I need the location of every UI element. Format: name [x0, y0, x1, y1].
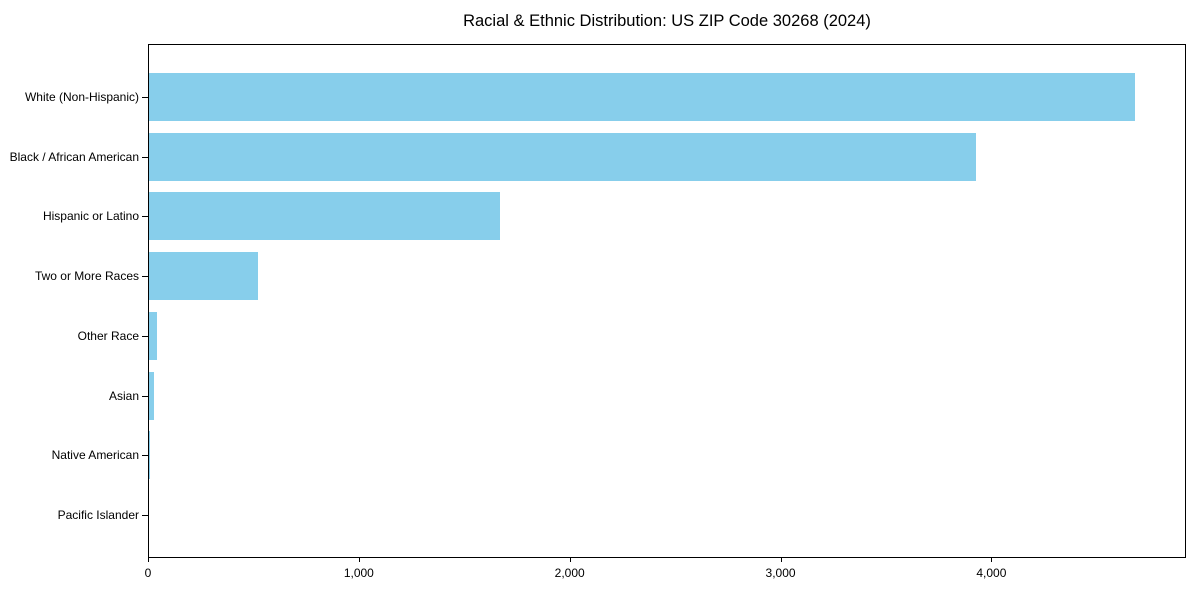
y-tick-label: Black / African American [9, 149, 139, 164]
x-tick-mark [991, 558, 993, 562]
x-tick-label: 3,000 [765, 566, 796, 580]
y-tick-mark [142, 156, 148, 158]
x-tick-label: 2,000 [554, 566, 585, 580]
x-tick-mark [569, 558, 571, 562]
y-tick-mark [142, 276, 148, 278]
x-tick-label: 0 [144, 566, 152, 580]
bar [149, 73, 1135, 121]
chart-title: Racial & Ethnic Distribution: US ZIP Cod… [463, 12, 871, 30]
y-tick-label: Other Race [77, 328, 139, 343]
y-tick-mark [142, 335, 148, 337]
y-tick-mark [142, 395, 148, 397]
x-tick-label: 4,000 [976, 566, 1007, 580]
bar [149, 252, 259, 301]
y-tick-mark [142, 455, 148, 457]
x-tick-mark [358, 558, 360, 562]
y-tick-label: Pacific Islander [57, 507, 139, 522]
bar [149, 431, 150, 480]
bar [149, 311, 158, 360]
y-tick-mark [142, 216, 148, 218]
y-tick-mark [142, 514, 148, 516]
y-tick-label: Hispanic or Latino [42, 209, 139, 224]
bar [149, 371, 155, 420]
y-tick-label: Native American [51, 448, 139, 463]
y-tick-label: Asian [108, 388, 139, 403]
y-tick-label: White (Non-Hispanic) [24, 90, 139, 104]
bar [149, 192, 501, 241]
x-tick-mark [148, 558, 149, 562]
x-tick-label: 1,000 [343, 566, 374, 580]
y-tick-mark [142, 97, 148, 98]
plot-area [148, 44, 1186, 558]
bar [149, 132, 977, 181]
y-tick-label: Two or More Races [34, 269, 139, 284]
x-tick-mark [780, 558, 782, 562]
